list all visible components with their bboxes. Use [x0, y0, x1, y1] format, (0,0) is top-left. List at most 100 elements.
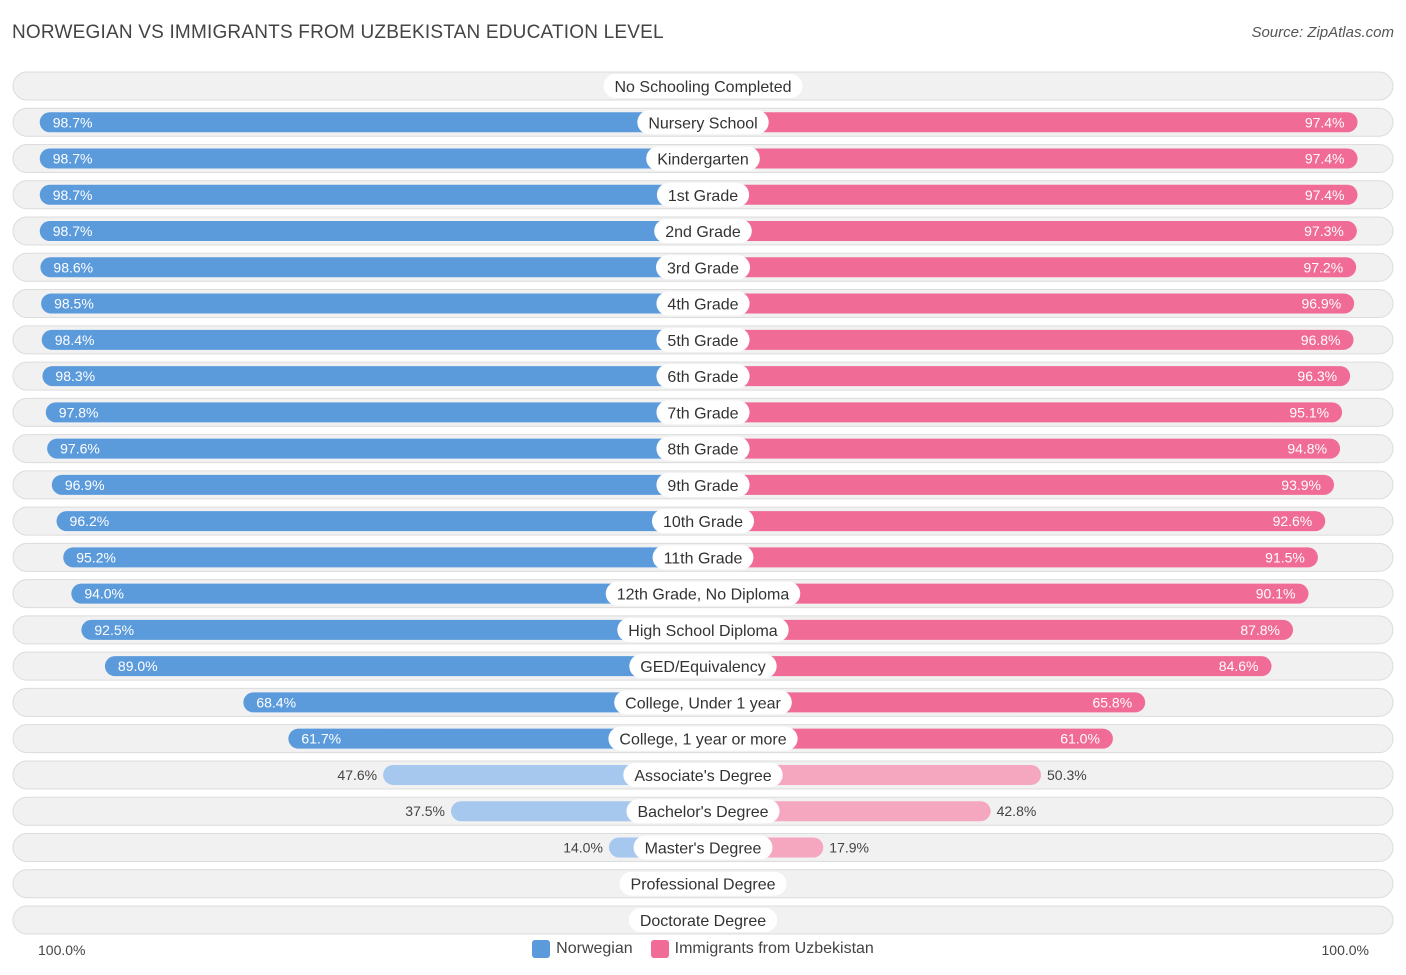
category-pill-master-s-degree — [633, 835, 773, 860]
value-label-uzbekistan: 87.8% — [1240, 622, 1280, 638]
bar-uzbekistan-3rd-grade[interactable] — [703, 257, 1357, 278]
bar-uzbekistan-2nd-grade[interactable] — [703, 221, 1357, 242]
bar-norwegian-12th-grade-no-diploma[interactable] — [71, 583, 703, 604]
value-label-uzbekistan: 65.8% — [1092, 694, 1132, 710]
category-pill-5th-grade — [656, 327, 750, 352]
category-pill-professional-degree — [619, 871, 787, 896]
value-label-norwegian: 98.7% — [53, 223, 93, 239]
category-label-3rd-grade: 3rd Grade — [667, 260, 739, 277]
category-label-bachelor-s-degree: Bachelor's Degree — [637, 804, 768, 821]
legend-item-uzbekistan[interactable]: Immigrants from Uzbekistan — [650, 940, 874, 958]
bar-uzbekistan-high-school-diploma[interactable] — [703, 619, 1294, 640]
bar-uzbekistan-college-under-1-year[interactable] — [703, 692, 1146, 713]
source-note: Source: ZipAtlas.com — [1251, 24, 1394, 41]
value-label-norwegian: 61.7% — [301, 731, 341, 747]
category-pill-2nd-grade — [654, 219, 752, 244]
chart-title: NORWEGIAN VS IMMIGRANTS FROM UZBEKISTAN … — [12, 22, 664, 43]
value-label-norwegian: 89.0% — [118, 658, 158, 674]
bar-norwegian-6th-grade[interactable] — [42, 366, 703, 387]
bar-norwegian-8th-grade[interactable] — [47, 438, 704, 459]
category-label-no-schooling-completed: No Schooling Completed — [615, 79, 792, 96]
category-label-associate-s-degree: Associate's Degree — [634, 768, 771, 785]
bar-norwegian-9th-grade[interactable] — [51, 474, 703, 495]
category-pill-4th-grade — [656, 291, 750, 316]
bar-uzbekistan-kindergarten[interactable] — [703, 148, 1358, 169]
value-label-uzbekistan: 96.3% — [1297, 368, 1337, 384]
value-label-norwegian: 98.4% — [55, 332, 95, 348]
value-label-uzbekistan: 97.4% — [1305, 187, 1345, 203]
bar-uzbekistan-9th-grade[interactable] — [703, 474, 1335, 495]
category-pill-12th-grade-no-diploma — [605, 581, 801, 606]
value-label-norwegian: 97.8% — [59, 404, 99, 420]
bar-uzbekistan-7th-grade[interactable] — [703, 402, 1343, 423]
legend-label-norwegian: Norwegian — [556, 940, 633, 957]
category-pill-nursery-school — [637, 110, 769, 135]
bar-uzbekistan-12th-grade-no-diploma[interactable] — [703, 583, 1309, 604]
value-label-norwegian: 95.2% — [76, 549, 116, 565]
category-label-high-school-diploma: High School Diploma — [628, 623, 778, 640]
value-label-uzbekistan: 84.6% — [1219, 658, 1259, 674]
legend-label-uzbekistan: Immigrants from Uzbekistan — [674, 940, 874, 957]
category-pill-10th-grade — [651, 509, 755, 534]
bar-uzbekistan-8th-grade[interactable] — [703, 438, 1341, 459]
value-label-norwegian: 14.0% — [563, 839, 603, 855]
bar-uzbekistan-6th-grade[interactable] — [703, 366, 1351, 387]
value-label-norwegian: 98.7% — [53, 187, 93, 203]
bar-norwegian-4th-grade[interactable] — [41, 293, 703, 314]
legend-swatch-norwegian — [532, 940, 551, 958]
value-label-norwegian: 96.2% — [70, 513, 110, 529]
category-pill-college-1-year-or-more — [608, 726, 798, 751]
category-label-master-s-degree: Master's Degree — [645, 840, 762, 857]
value-label-norwegian: 37.5% — [405, 803, 445, 819]
category-pill-high-school-diploma — [617, 617, 789, 642]
category-label-9th-grade: 9th Grade — [667, 478, 738, 495]
category-pill-9th-grade — [656, 472, 750, 497]
bar-uzbekistan-associate-s-degree[interactable] — [703, 764, 1042, 785]
bar-uzbekistan-4th-grade[interactable] — [703, 293, 1355, 314]
bar-norwegian-11th-grade[interactable] — [63, 547, 704, 568]
category-label-5th-grade: 5th Grade — [667, 333, 738, 350]
bar-uzbekistan-college-1-year-or-more[interactable] — [703, 728, 1113, 749]
bar-uzbekistan-ged-equivalency[interactable] — [703, 656, 1272, 677]
bar-uzbekistan-11th-grade[interactable] — [703, 547, 1318, 568]
bar-norwegian-associate-s-degree[interactable] — [383, 764, 703, 785]
category-pill-6th-grade — [656, 364, 750, 389]
legend-item-norwegian[interactable]: Norwegian — [532, 940, 633, 958]
value-label-uzbekistan: 97.2% — [1303, 259, 1343, 275]
value-label-norwegian: 98.7% — [53, 151, 93, 167]
bar-norwegian-2nd-grade[interactable] — [39, 221, 703, 242]
category-label-kindergarten: Kindergarten — [657, 152, 749, 169]
bar-norwegian-7th-grade[interactable] — [45, 402, 704, 423]
category-label-nursery-school: Nursery School — [648, 115, 757, 132]
category-pill-7th-grade — [656, 400, 750, 425]
bar-norwegian-5th-grade[interactable] — [41, 329, 703, 350]
category-label-6th-grade: 6th Grade — [667, 369, 738, 386]
bar-norwegian-3rd-grade[interactable] — [40, 257, 703, 278]
legend-swatch-uzbekistan — [650, 940, 669, 958]
value-label-uzbekistan: 42.8% — [997, 803, 1037, 819]
bar-norwegian-nursery-school[interactable] — [39, 112, 703, 133]
bar-uzbekistan-1st-grade[interactable] — [703, 184, 1358, 205]
bar-uzbekistan-5th-grade[interactable] — [703, 329, 1354, 350]
bar-norwegian-10th-grade[interactable] — [56, 511, 703, 532]
bar-uzbekistan-10th-grade[interactable] — [703, 511, 1326, 532]
bar-norwegian-kindergarten[interactable] — [39, 148, 703, 169]
value-label-uzbekistan: 96.8% — [1301, 332, 1341, 348]
category-label-4th-grade: 4th Grade — [667, 297, 738, 314]
category-label-12th-grade-no-diploma: 12th Grade, No Diploma — [617, 587, 790, 604]
bar-norwegian-college-under-1-year[interactable] — [243, 692, 704, 713]
category-label-8th-grade: 8th Grade — [667, 442, 738, 459]
bar-norwegian-high-school-diploma[interactable] — [81, 619, 703, 640]
bar-norwegian-college-1-year-or-more[interactable] — [288, 728, 703, 749]
value-label-uzbekistan: 90.1% — [1256, 586, 1296, 602]
legend: Norwegian Immigrants from Uzbekistan — [0, 940, 1406, 958]
category-pill-college-under-1-year — [614, 690, 792, 715]
bar-uzbekistan-nursery-school[interactable] — [703, 112, 1358, 133]
value-label-uzbekistan: 97.3% — [1304, 223, 1344, 239]
bar-norwegian-ged-equivalency[interactable] — [104, 656, 704, 677]
category-pill-11th-grade — [652, 545, 754, 570]
category-label-7th-grade: 7th Grade — [667, 405, 738, 422]
bar-norwegian-1st-grade[interactable] — [39, 184, 703, 205]
value-label-uzbekistan: 97.4% — [1305, 151, 1345, 167]
axis-right-label: 100.0% — [1321, 942, 1369, 958]
